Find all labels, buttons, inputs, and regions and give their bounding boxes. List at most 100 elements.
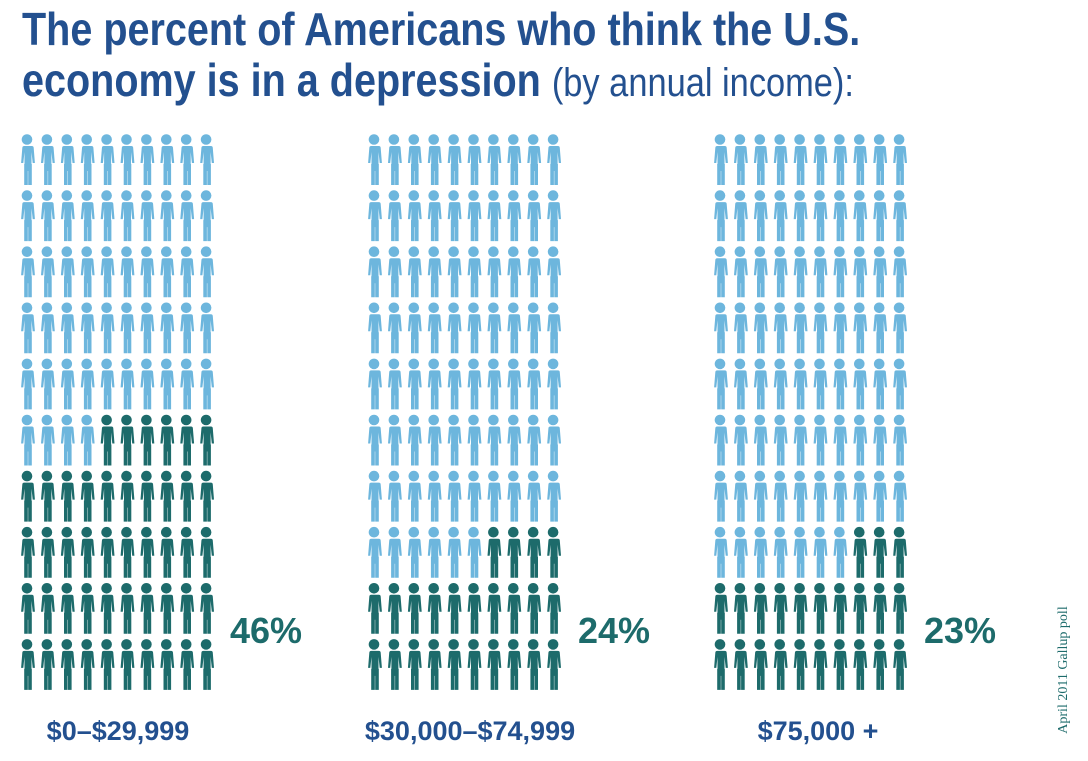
person-icon-highlighted	[41, 583, 55, 634]
person-icon	[753, 414, 768, 466]
person-icon	[507, 190, 522, 242]
person-icon	[388, 134, 402, 185]
person-icon	[734, 414, 748, 466]
person-icon	[21, 190, 35, 242]
person-icon	[793, 470, 808, 522]
person-icon-highlighted	[60, 639, 75, 690]
person-icon	[734, 470, 748, 522]
person-icon	[407, 526, 422, 578]
person-icon-highlighted	[160, 470, 175, 522]
person-icon	[893, 190, 907, 242]
person-icon	[813, 470, 828, 522]
category-label-0: $0–$29,999	[46, 716, 190, 746]
person-icon	[813, 302, 828, 354]
person-icon-highlighted	[507, 526, 522, 578]
person-icon-highlighted	[753, 639, 768, 690]
person-icon	[41, 414, 55, 466]
person-icon	[427, 470, 442, 522]
person-icon	[160, 134, 175, 185]
person-icon	[773, 526, 788, 578]
value-label-1: 24%	[578, 610, 651, 651]
person-icon-highlighted	[120, 470, 135, 522]
person-icon	[873, 302, 888, 354]
person-icon	[447, 414, 462, 466]
person-icon	[427, 190, 442, 242]
person-icon	[873, 246, 888, 298]
person-icon	[753, 190, 768, 242]
person-icon	[833, 358, 848, 410]
person-icon-highlighted	[140, 583, 155, 634]
person-icon	[368, 358, 382, 410]
person-icon-highlighted	[773, 639, 788, 690]
person-icon	[21, 134, 35, 185]
title-line-2: economy is in a depression	[22, 54, 541, 106]
person-icon-highlighted	[160, 583, 175, 634]
person-icon-highlighted	[388, 639, 402, 690]
person-icon	[507, 302, 522, 354]
person-icon	[100, 246, 115, 298]
person-icon	[388, 190, 402, 242]
person-icon-highlighted	[893, 583, 907, 634]
person-icon	[140, 190, 155, 242]
person-icon	[714, 302, 728, 354]
chart-title: The percent of Americans who think the U…	[22, 4, 860, 109]
person-icon-highlighted	[734, 639, 748, 690]
person-icon	[793, 414, 808, 466]
person-icon	[407, 470, 422, 522]
person-icon	[734, 358, 748, 410]
person-icon-highlighted	[773, 583, 788, 634]
person-icon	[60, 358, 75, 410]
person-icon-highlighted	[80, 526, 95, 578]
person-icon	[753, 526, 768, 578]
person-icon	[467, 414, 482, 466]
person-icon	[714, 414, 728, 466]
person-icon	[467, 358, 482, 410]
person-icon-highlighted	[41, 639, 55, 690]
person-icon	[180, 358, 195, 410]
person-icon	[527, 358, 542, 410]
person-icon-highlighted	[180, 470, 195, 522]
person-icon-highlighted	[200, 470, 214, 522]
person-icon	[41, 302, 55, 354]
person-icon	[833, 246, 848, 298]
person-icon-highlighted	[407, 639, 422, 690]
person-icon	[427, 526, 442, 578]
person-icon-highlighted	[734, 583, 748, 634]
person-icon-highlighted	[527, 583, 542, 634]
value-label-2: 23%	[924, 610, 997, 651]
person-icon	[853, 470, 868, 522]
person-icon-highlighted	[873, 583, 888, 634]
person-icon	[200, 246, 214, 298]
person-icon	[80, 302, 95, 354]
person-icon	[368, 526, 382, 578]
person-icon	[120, 358, 135, 410]
person-icon-highlighted	[120, 583, 135, 634]
person-icon	[180, 246, 195, 298]
person-icon	[507, 358, 522, 410]
person-icon	[547, 302, 561, 354]
person-icon	[41, 358, 55, 410]
person-icon	[447, 134, 462, 185]
person-icon	[467, 470, 482, 522]
person-icon	[160, 358, 175, 410]
person-icon	[773, 190, 788, 242]
person-icon-highlighted	[527, 526, 542, 578]
person-icon-highlighted	[547, 583, 561, 634]
person-icon-highlighted	[487, 583, 502, 634]
person-icon-highlighted	[813, 639, 828, 690]
person-icon	[467, 134, 482, 185]
person-icon	[80, 246, 95, 298]
person-icon	[773, 414, 788, 466]
person-icon	[120, 190, 135, 242]
person-icon	[833, 190, 848, 242]
person-icon	[714, 526, 728, 578]
person-icon	[140, 134, 155, 185]
person-icon-highlighted	[100, 583, 115, 634]
person-icon-highlighted	[160, 639, 175, 690]
person-icon	[527, 190, 542, 242]
person-icon-highlighted	[200, 639, 214, 690]
person-icon	[714, 358, 728, 410]
person-icon-highlighted	[427, 639, 442, 690]
person-icon-highlighted	[140, 526, 155, 578]
person-icon-highlighted	[893, 526, 907, 578]
